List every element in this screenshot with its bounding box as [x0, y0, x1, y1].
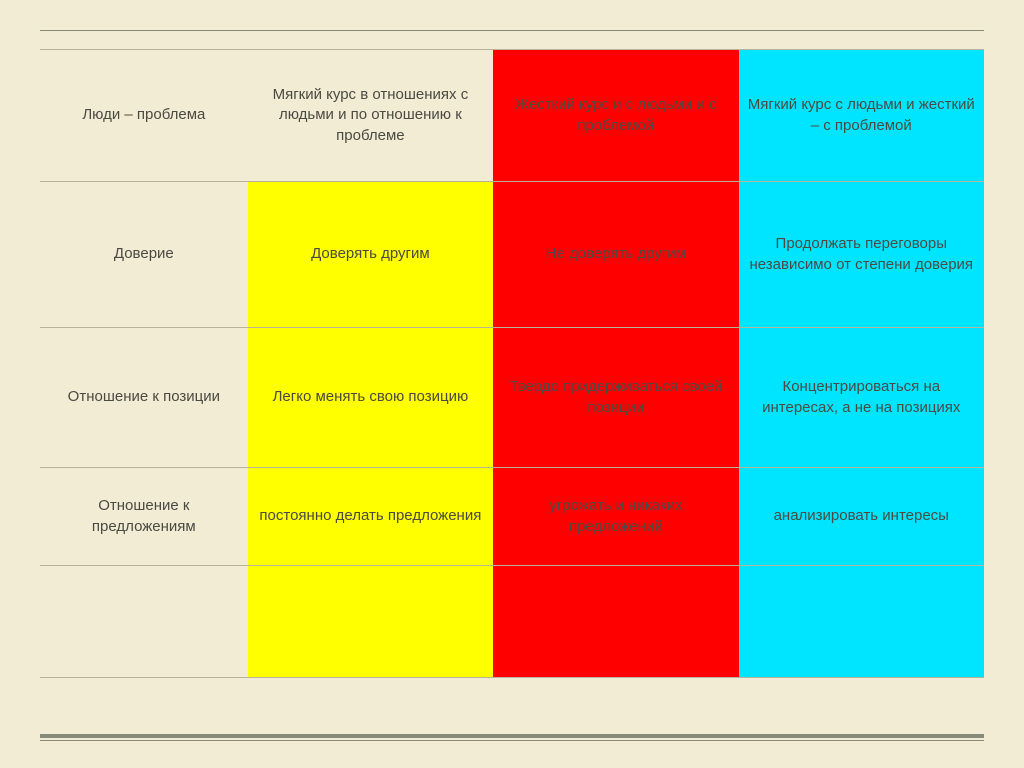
bottom-rule [40, 734, 984, 740]
cell [40, 566, 248, 678]
cell: Люди – проблема [40, 50, 248, 182]
table: Люди – проблема Мягкий курс в отношениях… [40, 49, 984, 678]
cell [248, 566, 493, 678]
table-row: Отношение к предложениям постоянно делат… [40, 468, 984, 566]
cell: анализировать интересы [739, 468, 984, 566]
bottom-rule-thick [40, 734, 984, 738]
cell [493, 566, 738, 678]
table-row: Люди – проблема Мягкий курс в отношениях… [40, 50, 984, 182]
cell: Доверять другим [248, 182, 493, 328]
cell: Отношение к позиции [40, 328, 248, 468]
cell: Жесткий курс и с людьми и с проблемой [493, 50, 738, 182]
cell: угрожать и никаких предложений [493, 468, 738, 566]
bottom-rule-thin [40, 740, 984, 741]
cell: Твердо придерживаться своей позиции [493, 328, 738, 468]
cell: Отношение к предложениям [40, 468, 248, 566]
cell [739, 566, 984, 678]
table-row [40, 566, 984, 678]
cell: Не доверять другим [493, 182, 738, 328]
cell: Легко менять свою позицию [248, 328, 493, 468]
table-row: Доверие Доверять другим Не доверять друг… [40, 182, 984, 328]
cell: постоянно делать предложения [248, 468, 493, 566]
cell: Мягкий курс с людьми и жесткий – с пробл… [739, 50, 984, 182]
top-rule [40, 30, 984, 31]
comparison-table: Люди – проблема Мягкий курс в отношениях… [40, 49, 984, 678]
slide: Люди – проблема Мягкий курс в отношениях… [0, 0, 1024, 768]
table-row: Отношение к позиции Легко менять свою по… [40, 328, 984, 468]
cell: Мягкий курс в отношениях с людьми и по о… [248, 50, 493, 182]
cell: Продолжать переговоры независимо от степ… [739, 182, 984, 328]
cell: Доверие [40, 182, 248, 328]
table-body: Люди – проблема Мягкий курс в отношениях… [40, 50, 984, 678]
cell: Концентрироваться на интересах, а не на … [739, 328, 984, 468]
